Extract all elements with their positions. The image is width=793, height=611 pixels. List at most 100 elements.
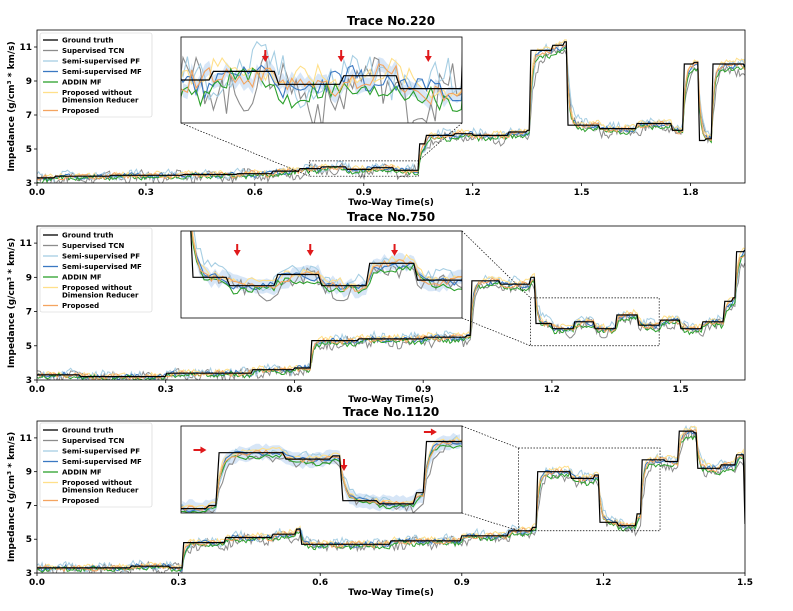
x-tick-label: 0.6	[247, 188, 263, 198]
legend-box	[39, 422, 153, 508]
inset-series-line	[181, 49, 462, 90]
legend: Ground truth Supervised TCN Semi-supervise…	[39, 422, 153, 508]
y-tick-label: 9	[26, 468, 32, 478]
legend-label: Dimension Reducer	[62, 487, 139, 495]
inset-series-line	[190, 231, 462, 287]
inset-series-line	[181, 40, 462, 109]
inset-plot	[190, 231, 462, 302]
x-axis-title: Two-Way Time(s)	[348, 588, 434, 598]
x-tick-label: 0.6	[312, 578, 328, 588]
legend-label: Proposed	[62, 107, 99, 115]
plot-area	[37, 247, 745, 380]
series-line-ground-truth	[37, 430, 745, 569]
y-tick-label: 7	[26, 501, 32, 511]
series-line-proposed-without-dimension-reducer	[37, 39, 745, 181]
inset-series-line	[193, 231, 462, 292]
x-tick-label: 0.6	[286, 385, 302, 395]
x-axis-title: Two-Way Time(s)	[348, 395, 434, 405]
legend-label: Semi-supervised MF	[62, 458, 142, 466]
legend-label: Proposed without	[62, 89, 133, 97]
x-tick-label: 1.8	[683, 188, 699, 198]
y-axis-title: Impedance (g/cm³ * km/s)	[7, 41, 17, 171]
zoom-connector	[461, 317, 531, 347]
y-axis-title: Impedance (g/cm³ * km/s)	[7, 238, 17, 368]
x-tick-label: 0.3	[158, 385, 174, 395]
x-tick-label: 0.0	[29, 578, 45, 588]
y-tick-label: 7	[26, 308, 32, 318]
red-arrow-head-icon	[430, 428, 437, 436]
inset-series-line	[192, 231, 462, 289]
legend-label: ADDIN MF	[62, 469, 102, 477]
inset-frame	[180, 425, 463, 514]
inset-frame	[180, 36, 463, 124]
legend-label: Proposed without	[62, 479, 133, 487]
legend-label: Proposed	[62, 302, 99, 310]
plot-area	[37, 425, 745, 573]
plot-frame	[36, 29, 746, 184]
zoom-connector	[461, 512, 519, 532]
zoom-window	[518, 447, 661, 532]
zoom-connector	[461, 230, 531, 299]
x-tick-label: 0.3	[138, 188, 154, 198]
plot-area	[37, 39, 745, 183]
red-arrow-head-icon	[306, 250, 314, 256]
inset-frame	[180, 230, 463, 319]
y-tick-label: 5	[26, 342, 32, 352]
series-line-semi-supervised-mf	[37, 249, 745, 380]
x-tick-label: 0.0	[29, 385, 45, 395]
legend-label: Supervised TCN	[62, 242, 124, 250]
red-arrow-head-icon	[340, 465, 348, 471]
chart-panel: Trace No.220 0.0 0.3 0.6 0.9 1.2 1.5 1.8 3 5 7 9 11 T…	[7, 14, 746, 208]
red-arrow-head-icon	[261, 56, 269, 62]
legend: Ground truth Supervised TCN Semi-supervise…	[39, 227, 153, 313]
zoom-connector	[418, 122, 463, 162]
red-arrow-head-icon	[391, 250, 399, 256]
chart-panel: Trace No.750 0.0 0.3 0.6 0.9 1.2 1.5 3 5 7 9 11 Two-…	[7, 210, 746, 405]
zoom-window	[308, 160, 419, 177]
series-line-ground-truth	[37, 41, 745, 179]
legend-label: Semi-supervised PF	[62, 448, 140, 456]
series-line-semi-supervised-mf	[37, 44, 745, 181]
x-tick-label: 1.2	[465, 188, 481, 198]
legend-label: Dimension Reducer	[62, 97, 139, 105]
legend-label: Proposed	[62, 497, 99, 505]
zoom-connector	[461, 425, 519, 449]
x-tick-label: 0.9	[356, 188, 372, 198]
y-tick-label: 11	[19, 43, 32, 53]
x-tick-label: 1.5	[574, 188, 590, 198]
inset-series-line	[181, 67, 462, 112]
x-tick-label: 1.5	[737, 578, 753, 588]
inset-series-line	[181, 51, 462, 123]
inset-series-line	[181, 440, 462, 510]
x-tick-label: 0.9	[454, 578, 470, 588]
y-tick-label: 7	[26, 111, 32, 121]
series-line-proposed-without-dimension-reducer	[37, 247, 745, 380]
inset-series-line	[181, 56, 462, 101]
inset-series-line	[181, 435, 462, 513]
legend-label: Ground truth	[62, 427, 114, 435]
chart-title: Trace No.220	[347, 14, 435, 28]
y-tick-label: 11	[19, 239, 32, 249]
x-tick-label: 0.3	[171, 578, 187, 588]
y-tick-label: 3	[26, 376, 32, 386]
zoom-connector	[180, 122, 310, 177]
legend-label: Proposed without	[62, 284, 133, 292]
series-line-addin-mf	[37, 435, 745, 573]
plot-frame	[36, 420, 746, 574]
chart-title: Trace No.750	[347, 210, 435, 224]
legend-label: Semi-supervised MF	[62, 263, 142, 271]
legend-label: Ground truth	[62, 37, 114, 45]
legend-label: Supervised TCN	[62, 47, 124, 55]
red-arrow-head-icon	[200, 446, 207, 454]
y-tick-label: 5	[26, 535, 32, 545]
zoom-window	[530, 297, 660, 347]
x-tick-label: 0.0	[29, 188, 45, 198]
series-line-ground-truth	[37, 249, 745, 378]
legend-label: Supervised TCN	[62, 437, 124, 445]
x-axis-title: Two-Way Time(s)	[348, 198, 434, 208]
x-tick-label: 1.5	[673, 385, 689, 395]
inset-plot	[181, 432, 462, 513]
plot-frame	[36, 225, 746, 381]
legend-label: Semi-supervised PF	[62, 58, 140, 66]
